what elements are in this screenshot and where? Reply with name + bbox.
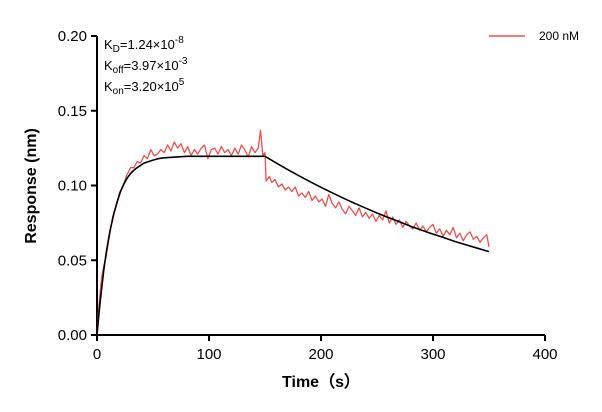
y-tick-label: 0.10 xyxy=(58,178,87,195)
y-tick-label: 0.20 xyxy=(58,28,87,45)
x-tick-label: 400 xyxy=(532,346,557,363)
legend-label-200nm: 200 nM xyxy=(539,29,579,43)
y-axis-ticks: 0.00 0.05 0.10 0.15 0.20 xyxy=(58,28,97,344)
x-tick-label: 200 xyxy=(308,346,333,363)
x-tick-label: 0 xyxy=(93,346,101,363)
legend: 200 nM xyxy=(489,29,579,43)
x-tick-label: 100 xyxy=(196,346,221,363)
x-tick-label: 300 xyxy=(420,346,445,363)
koff-sub: off xyxy=(113,65,124,76)
kon-annotation: Kon=3.20×105 xyxy=(104,77,185,97)
y-tick-label: 0.15 xyxy=(58,103,87,120)
koff-annotation: Koff=3.97×10-3 xyxy=(104,56,188,76)
y-tick-label: 0.05 xyxy=(58,252,87,269)
y-tick-label: 0.00 xyxy=(58,327,87,344)
fit-curve-line xyxy=(96,155,490,336)
koff-base: K xyxy=(104,58,113,73)
kd-annotation: KD=1.24×10-8 xyxy=(104,35,184,55)
kinetic-constants: KD=1.24×10-8 Koff=3.97×10-3 Kon=3.20×105 xyxy=(104,35,188,97)
kd-exp: -8 xyxy=(175,35,184,46)
koff-value: =3.97×10 xyxy=(124,58,179,73)
kd-base: K xyxy=(104,37,113,52)
x-axis-ticks: 0 100 200 300 400 xyxy=(93,335,558,363)
series-layer xyxy=(96,129,490,336)
kon-exp: 5 xyxy=(179,77,185,88)
kon-sub: on xyxy=(113,86,124,97)
kd-sub: D xyxy=(113,44,120,55)
kd-value: =1.24×10 xyxy=(120,37,175,52)
x-axis-title: Time（s） xyxy=(282,373,360,391)
kon-base: K xyxy=(104,79,113,94)
koff-exp: -3 xyxy=(179,56,188,67)
kon-value: =3.20×10 xyxy=(124,79,179,94)
y-axis-title: Response (nm) xyxy=(23,128,40,244)
